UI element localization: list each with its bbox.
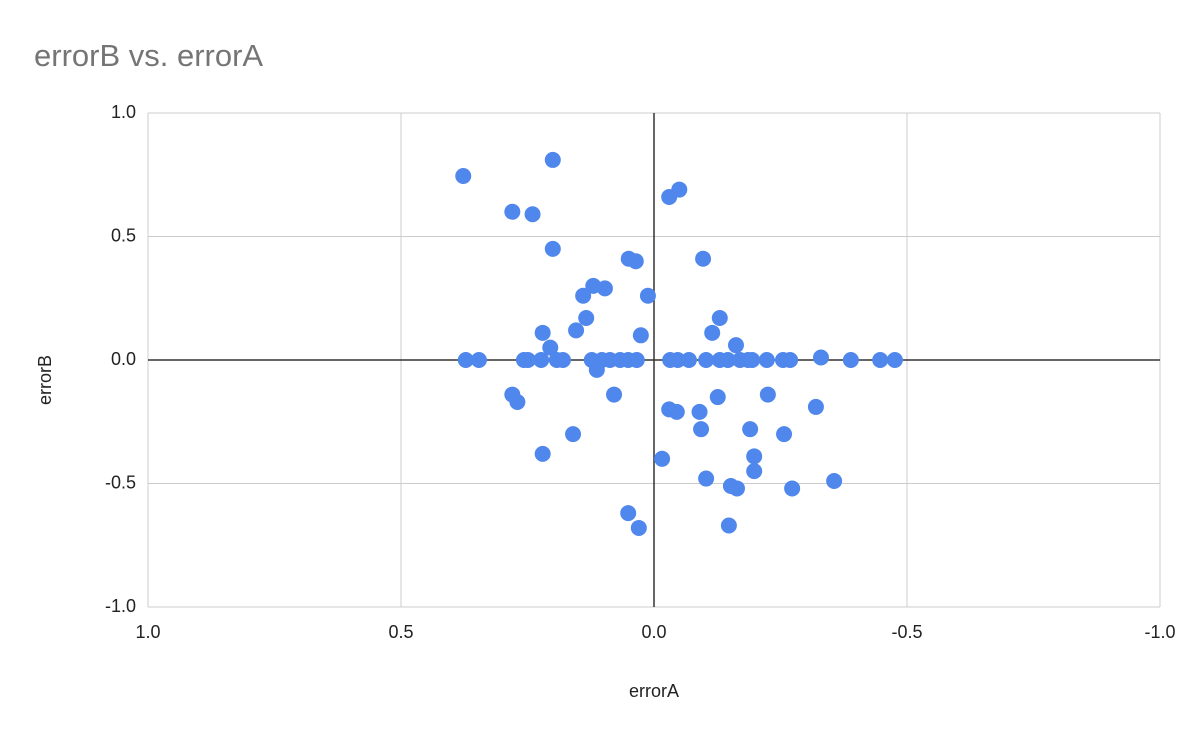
- point: [470, 352, 487, 368]
- point: [509, 393, 526, 410]
- point: [639, 287, 656, 304]
- point: [720, 517, 737, 534]
- point: [630, 519, 647, 536]
- point: [695, 250, 712, 267]
- point: [746, 448, 763, 465]
- point: [691, 403, 708, 420]
- point: [698, 470, 715, 487]
- x-tick-label: 0.5: [388, 622, 413, 642]
- point: [534, 445, 551, 462]
- point: [728, 480, 745, 497]
- point: [520, 352, 537, 368]
- point: [627, 253, 644, 270]
- point: [727, 337, 744, 354]
- point: [886, 352, 903, 368]
- point: [812, 349, 829, 366]
- point: [568, 322, 585, 339]
- x-tick-label: -0.5: [891, 622, 922, 642]
- point: [742, 421, 759, 438]
- x-tick-label: 1.0: [135, 622, 160, 642]
- chart-title: errorB vs. errorA: [34, 38, 263, 73]
- x-tick-label: -1.0: [1144, 622, 1175, 642]
- point: [654, 450, 671, 467]
- point: [504, 203, 521, 220]
- point: [544, 151, 561, 168]
- y-tick-label: -0.5: [105, 472, 136, 492]
- point: [455, 167, 472, 184]
- point: [554, 352, 571, 368]
- point: [759, 386, 776, 403]
- y-axis-title: errorB: [35, 355, 55, 405]
- point: [782, 352, 799, 368]
- y-tick-label: 1.0: [111, 102, 136, 122]
- point: [632, 327, 649, 344]
- point: [565, 426, 582, 443]
- point: [709, 389, 726, 406]
- point: [842, 352, 859, 368]
- point: [719, 352, 736, 368]
- point: [671, 181, 688, 198]
- point: [784, 480, 801, 497]
- point: [620, 505, 637, 522]
- point: [872, 352, 889, 368]
- point: [776, 426, 793, 443]
- point: [807, 398, 824, 415]
- point: [669, 352, 686, 368]
- point: [668, 403, 685, 420]
- y-tick-label: -1.0: [105, 596, 136, 616]
- point: [524, 206, 541, 223]
- point: [606, 386, 623, 403]
- point: [542, 339, 559, 356]
- point: [544, 240, 561, 257]
- point: [457, 352, 474, 368]
- point: [680, 352, 697, 368]
- point: [534, 324, 551, 341]
- point: [596, 280, 613, 297]
- point: [698, 352, 715, 368]
- point: [575, 287, 592, 304]
- point: [693, 421, 710, 438]
- point: [578, 310, 595, 327]
- y-tick-label: 0.5: [111, 225, 136, 245]
- point: [711, 310, 728, 327]
- x-axis-title: errorA: [629, 681, 679, 701]
- point: [826, 473, 843, 490]
- point: [628, 352, 645, 368]
- y-tick-label: 0.0: [111, 349, 136, 369]
- point: [704, 324, 721, 341]
- x-tick-label: 0.0: [641, 622, 666, 642]
- point: [744, 352, 761, 368]
- point: [746, 463, 763, 480]
- point: [758, 352, 775, 368]
- point: [533, 352, 550, 368]
